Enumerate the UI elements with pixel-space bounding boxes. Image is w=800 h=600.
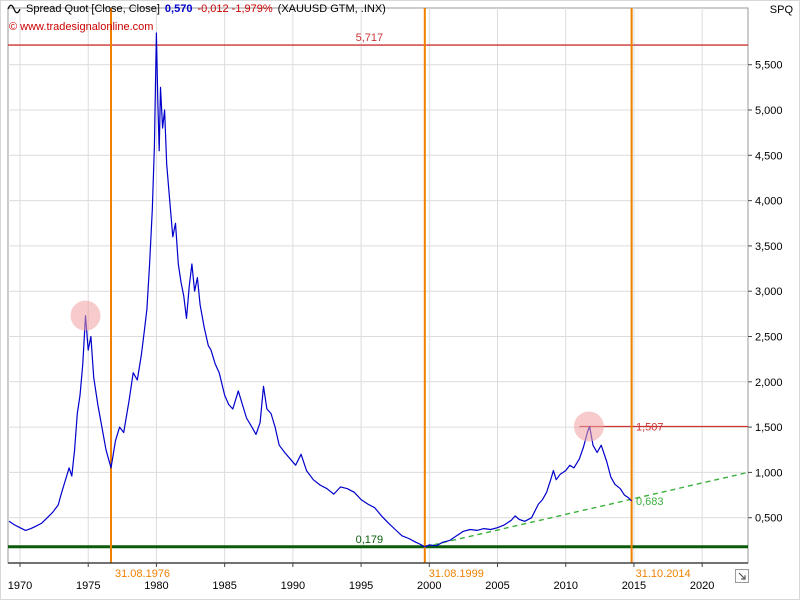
copyright-watermark: © www.tradesignalonline.com bbox=[9, 21, 154, 33]
y-tick-label: 5,000 bbox=[755, 105, 783, 117]
date-line-label: 31.08.1976 bbox=[115, 568, 170, 580]
y-tick-label: 5,500 bbox=[755, 60, 783, 72]
y-tick-label: 4,000 bbox=[755, 196, 783, 208]
x-tick-label: 2015 bbox=[622, 580, 646, 592]
date-line-label: 31.08.1999 bbox=[429, 568, 484, 580]
resize-handle[interactable] bbox=[735, 569, 749, 583]
price-line-label: 0,179 bbox=[356, 534, 384, 546]
x-tick-label: 1995 bbox=[349, 580, 373, 592]
trend-line[interactable] bbox=[424, 471, 749, 548]
series-path[interactable] bbox=[8, 32, 633, 548]
y-tick-label: 1,500 bbox=[755, 422, 783, 434]
x-tick-label: 1980 bbox=[144, 580, 168, 592]
y-tick-label: 0,500 bbox=[755, 513, 783, 525]
series-change: -0,012 -1,979% bbox=[197, 3, 273, 15]
symbol-short-label: SPQ bbox=[769, 4, 793, 16]
y-tick-label: 3,500 bbox=[755, 241, 783, 253]
highlight-circle bbox=[70, 300, 101, 331]
series-legend: Spread Quot [Close, Close] 0,570 -0,012 … bbox=[7, 3, 386, 15]
price-line-label: 5,717 bbox=[356, 32, 384, 44]
x-tick-label: 1990 bbox=[281, 580, 305, 592]
x-tick-label: 2000 bbox=[417, 580, 441, 592]
series-symbols: (XAUUSD GTM, .INX) bbox=[277, 3, 386, 15]
price-line-label: 1,507 bbox=[636, 421, 664, 433]
x-tick-label: 1985 bbox=[212, 580, 236, 592]
series-title: Spread Quot [Close, Close] bbox=[26, 3, 160, 15]
series-value: 0,570 bbox=[164, 3, 193, 15]
x-tick-label: 1970 bbox=[8, 580, 32, 592]
resize-arrow-icon bbox=[738, 572, 746, 580]
plot-area bbox=[7, 7, 749, 564]
wave-icon bbox=[7, 4, 21, 14]
x-tick-label: 1975 bbox=[76, 580, 100, 592]
x-tick-label: 2010 bbox=[553, 580, 577, 592]
y-tick-label: 3,000 bbox=[755, 286, 783, 298]
date-line-label: 31.10.2014 bbox=[636, 568, 691, 580]
y-tick-label: 2,000 bbox=[755, 377, 783, 389]
highlight-circle bbox=[573, 411, 604, 442]
y-tick-label: 2,500 bbox=[755, 332, 783, 344]
x-tick-label: 2020 bbox=[690, 580, 714, 592]
y-tick-label: 4,500 bbox=[755, 150, 783, 162]
x-tick-label: 2005 bbox=[485, 580, 509, 592]
y-tick-label: 1,000 bbox=[755, 467, 783, 479]
annotation-label: 0,683 bbox=[636, 496, 664, 508]
